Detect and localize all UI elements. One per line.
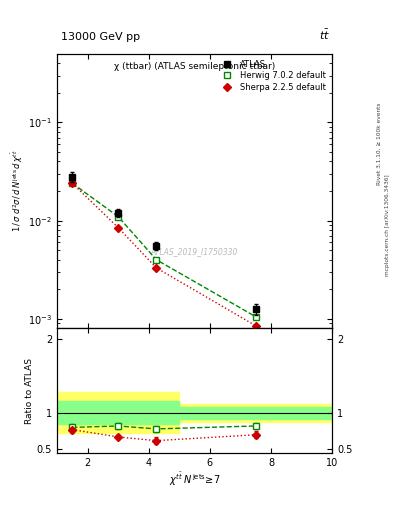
Y-axis label: Ratio to ATLAS: Ratio to ATLAS xyxy=(25,358,34,424)
X-axis label: $\chi^{t\bar{t}}\;N^{\rm jets}\!\geq\!7$: $\chi^{t\bar{t}}\;N^{\rm jets}\!\geq\!7$ xyxy=(169,471,220,488)
Line: Herwig 7.0.2 default: Herwig 7.0.2 default xyxy=(69,180,259,320)
Text: χ (ttbar) (ATLAS semileptonic ttbar): χ (ttbar) (ATLAS semileptonic ttbar) xyxy=(114,62,275,71)
Legend: ATLAS, Herwig 7.0.2 default, Sherpa 2.2.5 default: ATLAS, Herwig 7.0.2 default, Sherpa 2.2.… xyxy=(216,58,328,93)
Text: $t\bar{t}$: $t\bar{t}$ xyxy=(319,28,330,42)
ATLAS xyxy=(70,174,75,180)
Herwig 7.0.2 default xyxy=(116,214,121,220)
Sherpa 2.2.5 default xyxy=(116,224,121,230)
Text: Rivet 3.1.10, ≥ 100k events: Rivet 3.1.10, ≥ 100k events xyxy=(377,102,382,185)
Sherpa 2.2.5 default xyxy=(70,180,75,186)
Line: Sherpa 2.2.5 default: Sherpa 2.2.5 default xyxy=(70,181,259,329)
Text: mcplots.cern.ch [arXiv:1306.3436]: mcplots.cern.ch [arXiv:1306.3436] xyxy=(385,175,389,276)
Herwig 7.0.2 default xyxy=(154,257,159,263)
Sherpa 2.2.5 default xyxy=(253,323,258,329)
ATLAS xyxy=(116,210,121,216)
Text: 13000 GeV pp: 13000 GeV pp xyxy=(61,32,140,42)
Line: ATLAS: ATLAS xyxy=(69,173,259,313)
Y-axis label: $1\,/\,\sigma\;d^{2}\!\sigma\,/\,d\,N^{\rm jets}\,d\,\chi^{t\bar{t}}$: $1\,/\,\sigma\;d^{2}\!\sigma\,/\,d\,N^{\… xyxy=(10,150,26,232)
ATLAS xyxy=(253,306,258,312)
Sherpa 2.2.5 default xyxy=(154,265,159,271)
ATLAS xyxy=(154,243,159,249)
Herwig 7.0.2 default xyxy=(70,180,75,186)
Text: ATLAS_2019_I1750330: ATLAS_2019_I1750330 xyxy=(151,247,238,256)
Herwig 7.0.2 default xyxy=(253,314,258,320)
